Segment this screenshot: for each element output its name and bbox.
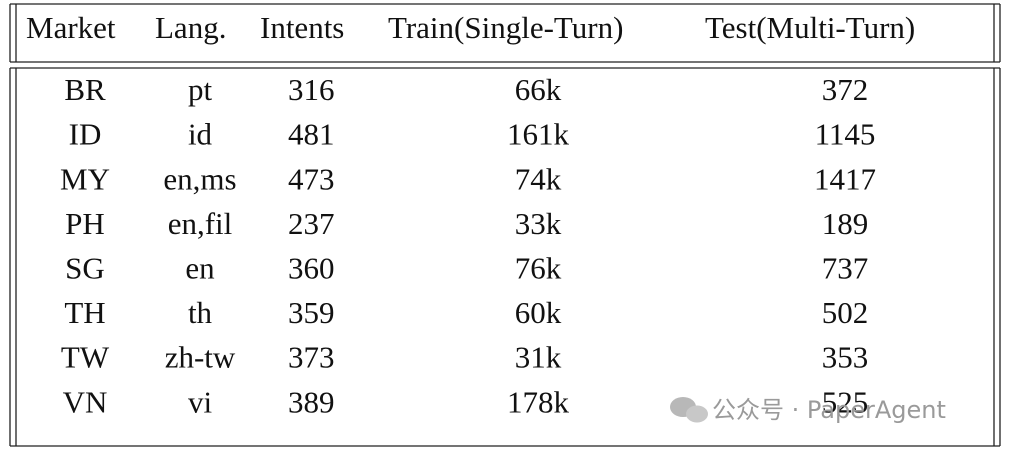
header-cell: Lang. xyxy=(155,10,226,45)
table-cell: zh-tw xyxy=(165,340,236,375)
table-cell: 237 xyxy=(288,206,335,241)
table-cell: 353 xyxy=(822,340,869,375)
watermark: 公众号 · PaperAgent xyxy=(670,396,946,424)
table-cell: 60k xyxy=(515,295,562,330)
table-cell: 360 xyxy=(288,251,335,286)
header-cell: Market xyxy=(26,10,116,45)
table-cell: 389 xyxy=(288,384,335,419)
table-cell: SG xyxy=(65,251,105,286)
table-cell: 481 xyxy=(288,117,335,152)
table-cell: 359 xyxy=(288,295,335,330)
table-cell: 66k xyxy=(515,72,562,107)
watermark-text: 公众号 · PaperAgent xyxy=(712,396,946,424)
table-cell: id xyxy=(188,117,213,152)
table-cell: TH xyxy=(64,295,105,330)
table-cell: 161k xyxy=(507,117,570,152)
table-cell: pt xyxy=(188,72,213,107)
table-cell: 525 xyxy=(822,384,869,419)
table-cell: th xyxy=(188,295,213,330)
header-cell: Train(Single-Turn) xyxy=(388,10,623,45)
table-cell: BR xyxy=(64,72,106,107)
table-borders xyxy=(9,3,1001,447)
table-cell: PH xyxy=(65,206,105,241)
table-cell: TW xyxy=(61,340,110,375)
table-cell: 33k xyxy=(515,206,562,241)
table-cell: en,ms xyxy=(163,161,236,196)
table-cell: 316 xyxy=(288,72,335,107)
header-cell: Intents xyxy=(260,10,344,45)
table-cell: ID xyxy=(69,117,102,152)
table-cell: 473 xyxy=(288,161,335,196)
table-cell: 1417 xyxy=(814,161,876,196)
header-cell: Test(Multi-Turn) xyxy=(705,10,915,45)
table-cell: 502 xyxy=(822,295,869,330)
table-cell: 178k xyxy=(507,384,570,419)
table-cell: 74k xyxy=(515,161,562,196)
table-cell: en xyxy=(185,251,215,286)
table-cell: 372 xyxy=(822,72,869,107)
table-cell: 1145 xyxy=(815,117,876,152)
table-cell: 189 xyxy=(822,206,869,241)
table-cell: en,fil xyxy=(168,206,233,241)
table-cell: 31k xyxy=(515,340,562,375)
table-cell: MY xyxy=(60,161,110,196)
table-cell: VN xyxy=(63,384,108,419)
table-cell: 373 xyxy=(288,340,335,375)
table-cell: 76k xyxy=(515,251,562,286)
table-cell: 737 xyxy=(822,251,869,286)
table-cell: vi xyxy=(188,384,213,419)
